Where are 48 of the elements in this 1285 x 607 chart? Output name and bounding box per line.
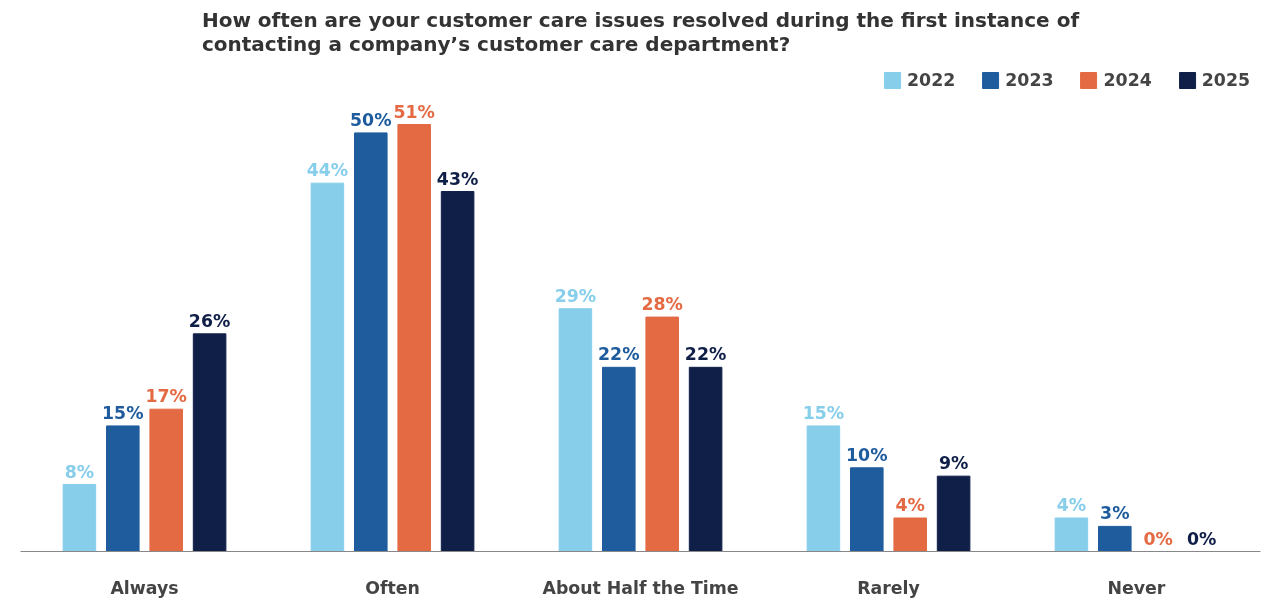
data-label: 29% [554, 285, 597, 306]
data-label: 9% [938, 453, 969, 474]
data-label: 17% [145, 386, 187, 407]
data-label: 15% [102, 402, 144, 423]
data-label: 50% [350, 109, 392, 130]
bar [806, 425, 841, 552]
bar [1098, 525, 1132, 552]
legend-label: 2024 [1103, 70, 1152, 90]
data-label: 22% [684, 344, 727, 365]
x-tick-label: Always [110, 577, 179, 598]
x-tick-label: Never [1107, 577, 1166, 598]
bar [688, 366, 723, 552]
bar [602, 366, 636, 552]
bar [893, 517, 927, 552]
x-tick-label: Often [365, 577, 420, 598]
legend-label: 2023 [1005, 70, 1054, 90]
data-label: 8% [64, 461, 95, 482]
data-label: 26% [188, 310, 231, 331]
data-label: 15% [802, 402, 845, 423]
data-label: 0% [1186, 528, 1217, 549]
bar [1054, 517, 1089, 552]
bar [62, 484, 97, 552]
bar [936, 475, 971, 552]
bar [192, 333, 227, 552]
bar [310, 182, 345, 552]
bar [149, 408, 183, 552]
x-tick-label: Rarely [857, 577, 920, 598]
data-label: 4% [1056, 495, 1087, 516]
data-label: 44% [306, 160, 349, 181]
data-label: 43% [436, 168, 479, 189]
data-label: 10% [846, 444, 888, 465]
bar [850, 467, 884, 552]
legend-label: 2025 [1201, 70, 1250, 90]
data-label: 3% [1100, 503, 1130, 524]
data-label: 28% [641, 294, 683, 315]
data-label: 0% [1143, 528, 1173, 549]
bar [645, 316, 679, 552]
bar [354, 132, 388, 552]
x-tick-label: About Half the Time [542, 577, 739, 598]
chart-title: How often are your customer care issues resolved during the first instance of contacting a company’s customer care department? [201, 7, 1080, 56]
bar [558, 308, 593, 552]
legend-label: 2022 [907, 70, 956, 90]
data-label: 4% [895, 495, 925, 516]
bar [106, 425, 140, 552]
data-label: 51% [393, 101, 435, 122]
bar [397, 124, 431, 552]
bar [440, 191, 475, 552]
data-label: 22% [598, 344, 640, 365]
